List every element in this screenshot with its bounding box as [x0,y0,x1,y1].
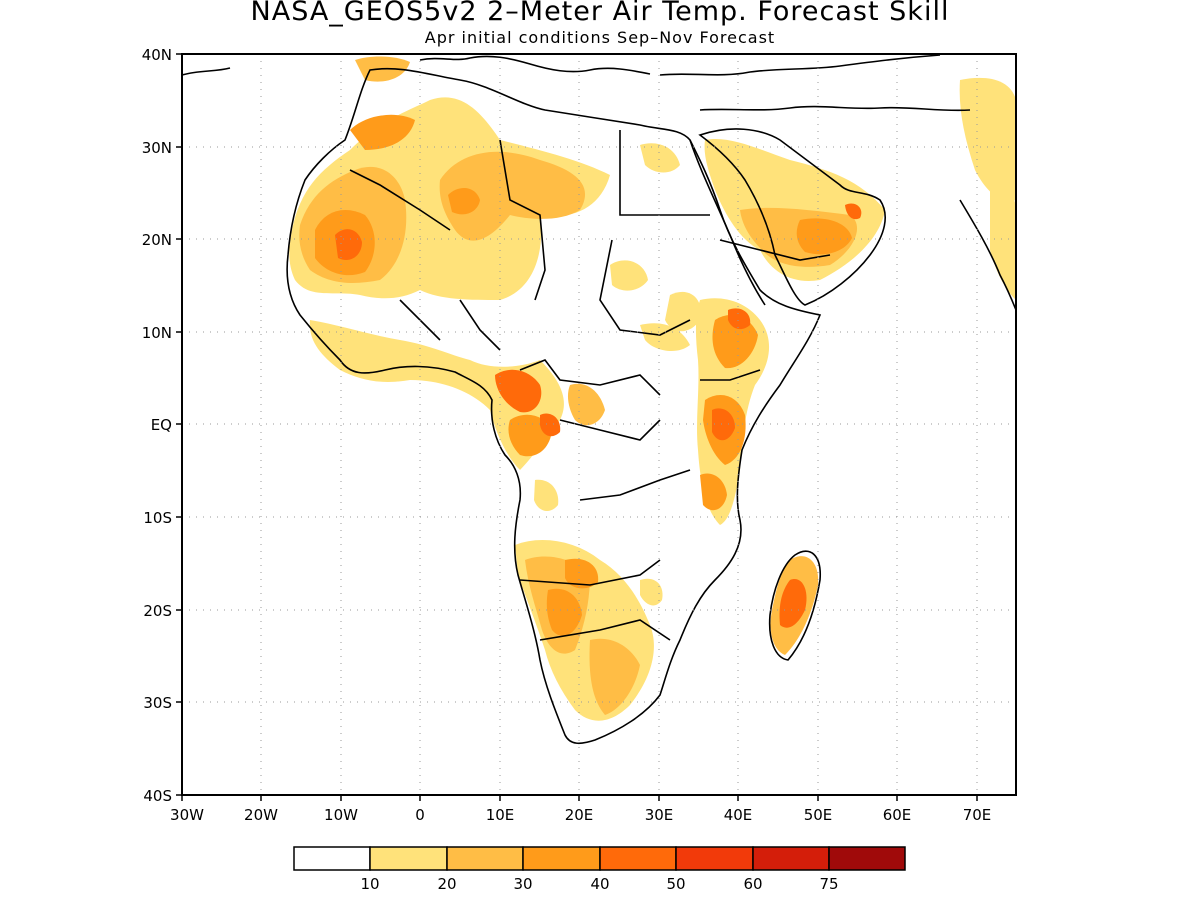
lat-labels: 40N 30N 20N 10N EQ 10S 20S 30S 40S [142,46,172,805]
lon-label-60e: 60E [883,806,912,824]
lat-label-40s: 40S [143,787,172,805]
colorbar-label-50: 50 [666,875,685,893]
colorbar-swatch [293,846,371,871]
lon-label-20w: 20W [244,806,278,824]
colorbar-swatch [522,846,601,871]
lon-ticks [181,795,978,801]
chart-subtitle: Apr initial conditions Sep–Nov Forecast [424,28,776,47]
colorbar-swatch [752,846,830,871]
lat-ticks [176,53,182,796]
colorbar-label-20: 20 [437,875,456,893]
lat-label-eq: EQ [151,416,172,434]
colorbar-swatch [446,846,524,871]
colorbar-swatch [675,846,754,871]
lon-label-0: 0 [415,806,425,824]
colorbar: 10 20 30 40 50 60 75 [293,846,906,893]
lat-label-30n: 30N [142,139,172,157]
lon-label-30w: 30W [170,806,204,824]
colorbar-label-30: 30 [513,875,532,893]
lat-label-40n: 40N [142,46,172,64]
skill-shading [289,56,1016,721]
lon-labels: 30W 20W 10W 0 10E 20E 30E 40E 50E 60E 70… [170,806,991,824]
colorbar-label-10: 10 [360,875,379,893]
colorbar-swatch [828,846,906,871]
lon-label-10w: 10W [324,806,358,824]
colorbar-label-40: 40 [590,875,609,893]
lon-label-30e: 30E [645,806,674,824]
chart-title: NASA_GEOS5v2 2–Meter Air Temp. Forecast … [250,0,950,27]
colorbar-label-75: 75 [819,875,838,893]
colorbar-label-60: 60 [743,875,762,893]
lon-label-50e: 50E [804,806,833,824]
lat-label-10n: 10N [142,324,172,342]
colorbar-swatch [369,846,448,871]
lat-label-20n: 20N [142,231,172,249]
lon-label-40e: 40E [724,806,753,824]
lat-label-30s: 30S [143,694,172,712]
lat-label-10s: 10S [143,509,172,527]
lon-label-20e: 20E [565,806,594,824]
lon-label-10e: 10E [486,806,515,824]
lat-label-20s: 20S [143,602,172,620]
colorbar-swatch [599,846,677,871]
lon-label-70e: 70E [963,806,992,824]
